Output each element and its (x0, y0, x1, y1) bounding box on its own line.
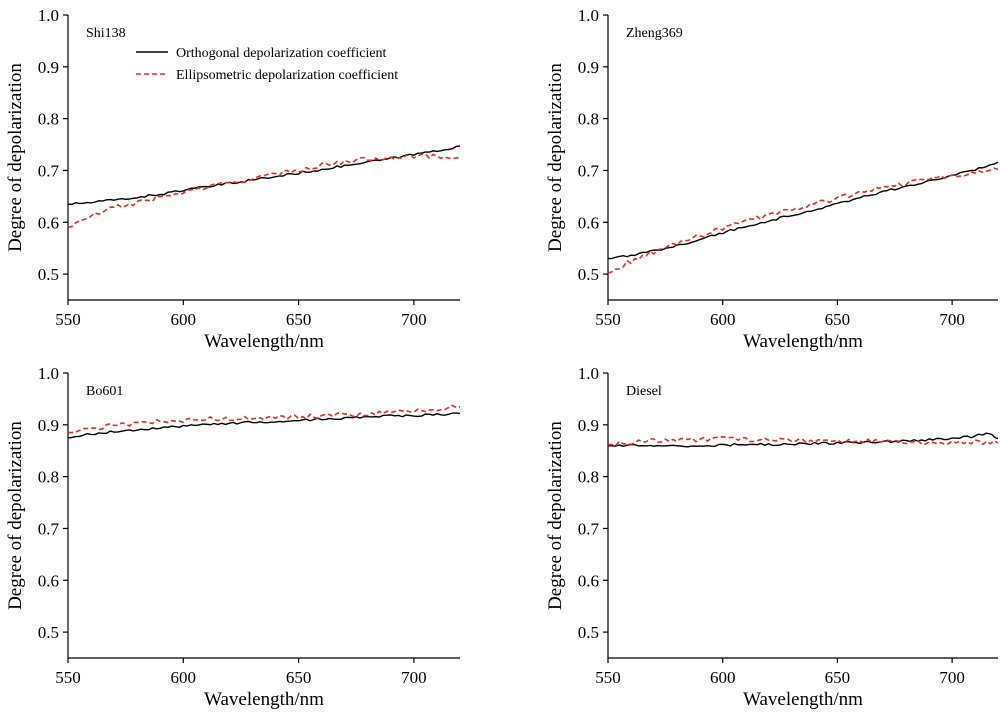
y-tick-label: 0.6 (38, 213, 59, 232)
panel-label: Bo601 (86, 384, 123, 399)
y-tick-label: 0.6 (38, 571, 59, 590)
chart-panel-3: 0.5 0.6 0.7 0.8 0.9 1.0 550 600 650 700 Wavelength… (5, 364, 461, 710)
y-tick-label: 0.8 (578, 110, 599, 129)
x-tick-label: 700 (401, 668, 427, 687)
legend-label: Ellipsometric depolarization coefficient (176, 68, 398, 83)
x-axis-label: Wavelength/nm (204, 331, 324, 352)
y-axis-label: Degree of depolarization (5, 421, 26, 610)
x-tick-label: 650 (286, 668, 312, 687)
y-tick-label: 0.8 (578, 468, 599, 487)
x-tick-label: 600 (171, 310, 197, 329)
y-tick-label: 0.6 (578, 571, 599, 590)
y-axis-label: Degree of depolarization (545, 421, 566, 610)
y-tick-label: 0.7 (578, 161, 600, 180)
x-tick-label: 550 (55, 310, 81, 329)
y-tick-label: 0.5 (578, 623, 599, 642)
chart-panel-2: 0.5 0.6 0.7 0.8 0.9 1.0 550 600 650 700 Wavelength… (545, 6, 999, 352)
series-line-ellipsometric (67, 404, 461, 434)
series-line-orthogonal (607, 432, 999, 448)
y-tick-label: 1.0 (578, 364, 599, 383)
series-line-ellipsometric (67, 153, 461, 229)
y-tick-label: 0.7 (38, 519, 60, 538)
y-tick-label: 0.5 (38, 265, 59, 284)
y-tick-label: 0.8 (38, 110, 59, 129)
x-tick-label: 650 (286, 310, 312, 329)
series-line-orthogonal (607, 161, 999, 260)
x-tick-label: 600 (710, 668, 736, 687)
x-tick-label: 550 (595, 668, 621, 687)
chart-panel-1: 0.5 0.6 0.7 0.8 0.9 1.0 550 600 650 700 Wavelength… (5, 6, 461, 352)
legend-label: Orthogonal depolarization coefficient (176, 46, 387, 61)
x-axis-label: Wavelength/nm (204, 689, 324, 710)
x-tick-label: 650 (825, 668, 851, 687)
x-tick-label: 700 (939, 310, 965, 329)
x-tick-label: 600 (710, 310, 736, 329)
legend: Orthogonal depolarization coefficient Ell… (136, 46, 398, 83)
x-tick-label: 550 (55, 668, 81, 687)
x-tick-label: 650 (825, 310, 851, 329)
x-tick-label: 700 (401, 310, 427, 329)
y-axis-label: Degree of depolarization (5, 63, 26, 252)
x-tick-label: 600 (171, 668, 197, 687)
panel-label: Shi138 (86, 26, 126, 41)
y-tick-label: 0.9 (578, 416, 599, 435)
y-tick-label: 1.0 (38, 6, 59, 25)
y-tick-label: 0.6 (578, 213, 599, 232)
series-line-orthogonal (67, 145, 461, 206)
x-tick-label: 700 (939, 668, 965, 687)
y-tick-label: 0.7 (578, 519, 600, 538)
y-axis-label: Degree of depolarization (545, 63, 566, 252)
x-axis-label: Wavelength/nm (743, 331, 863, 352)
y-tick-label: 0.5 (578, 265, 599, 284)
series-line-ellipsometric (607, 167, 999, 274)
series-line-orthogonal (67, 412, 461, 439)
y-tick-label: 1.0 (38, 364, 59, 383)
chart-panel-4: 0.5 0.6 0.7 0.8 0.9 1.0 550 600 650 700 Wavelength… (545, 364, 999, 710)
y-tick-label: 0.9 (578, 58, 599, 77)
y-tick-label: 0.8 (38, 468, 59, 487)
y-tick-label: 0.5 (38, 623, 59, 642)
y-tick-label: 0.9 (38, 416, 59, 435)
y-tick-label: 0.7 (38, 161, 60, 180)
series-line-ellipsometric (607, 436, 999, 447)
panel-label: Diesel (626, 384, 662, 399)
y-tick-label: 1.0 (578, 6, 599, 25)
x-tick-label: 550 (595, 310, 621, 329)
y-tick-label: 0.9 (38, 58, 59, 77)
panel-label: Zheng369 (626, 26, 683, 41)
x-axis-label: Wavelength/nm (743, 689, 863, 710)
